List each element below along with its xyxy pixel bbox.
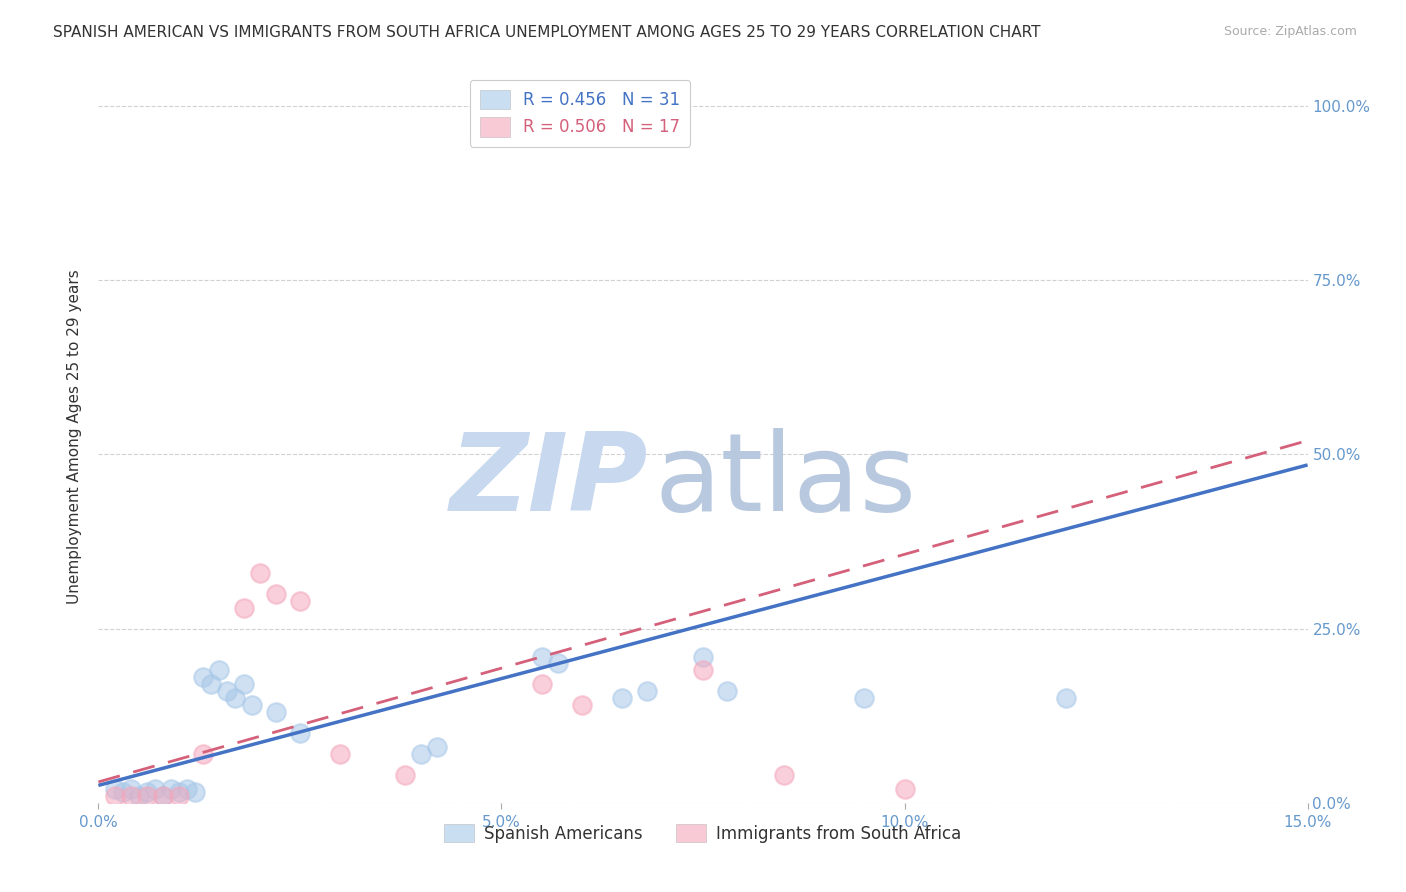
Point <box>530 649 553 664</box>
Point <box>264 587 287 601</box>
Point <box>409 747 432 761</box>
Point <box>288 594 311 608</box>
Point <box>176 781 198 796</box>
Point <box>426 740 449 755</box>
Point <box>772 768 794 782</box>
Point <box>128 789 150 803</box>
Point <box>200 677 222 691</box>
Point <box>120 781 142 796</box>
Point <box>288 726 311 740</box>
Point <box>232 600 254 615</box>
Point <box>103 789 125 803</box>
Point <box>547 657 569 671</box>
Point <box>612 691 634 706</box>
Point <box>193 670 215 684</box>
Point <box>224 691 246 706</box>
Point <box>111 785 134 799</box>
Point <box>167 789 190 803</box>
Point <box>1054 691 1077 706</box>
Point <box>135 785 157 799</box>
Point <box>853 691 876 706</box>
Point <box>636 99 658 113</box>
Point <box>208 664 231 678</box>
Text: SPANISH AMERICAN VS IMMIGRANTS FROM SOUTH AFRICA UNEMPLOYMENT AMONG AGES 25 TO 2: SPANISH AMERICAN VS IMMIGRANTS FROM SOUT… <box>53 25 1040 40</box>
Point <box>167 785 190 799</box>
Point <box>103 781 125 796</box>
Point <box>135 789 157 803</box>
Point <box>692 664 714 678</box>
Point <box>264 705 287 719</box>
Point <box>217 684 239 698</box>
Point <box>184 785 207 799</box>
Y-axis label: Unemployment Among Ages 25 to 29 years: Unemployment Among Ages 25 to 29 years <box>67 269 83 605</box>
Point <box>240 698 263 713</box>
Point <box>893 781 915 796</box>
Point <box>692 649 714 664</box>
Point <box>329 747 352 761</box>
Point <box>716 684 738 698</box>
Point <box>152 789 174 803</box>
Point <box>120 789 142 803</box>
Point <box>143 781 166 796</box>
Text: ZIP: ZIP <box>450 428 648 534</box>
Text: Source: ZipAtlas.com: Source: ZipAtlas.com <box>1223 25 1357 38</box>
Point <box>160 781 183 796</box>
Legend: Spanish Americans, Immigrants from South Africa: Spanish Americans, Immigrants from South… <box>437 818 969 849</box>
Point <box>571 698 593 713</box>
Point <box>193 747 215 761</box>
Point <box>530 677 553 691</box>
Text: atlas: atlas <box>655 428 917 534</box>
Point <box>152 789 174 803</box>
Point <box>636 684 658 698</box>
Point <box>394 768 416 782</box>
Point <box>232 677 254 691</box>
Point <box>249 566 271 580</box>
